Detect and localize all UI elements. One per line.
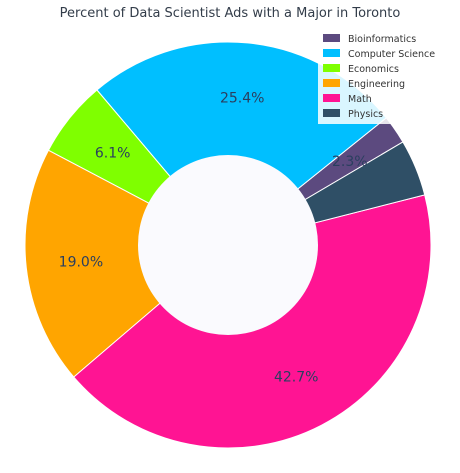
legend-label-physics: Physics — [348, 109, 383, 120]
slice-label-engineering: 19.0% — [59, 254, 103, 270]
legend-label-bioinformatics: Bioinformatics — [348, 34, 416, 45]
legend-swatch-economics — [323, 64, 340, 72]
legend-swatch-physics — [323, 109, 340, 117]
legend-label-computer-science: Computer Science — [348, 49, 435, 60]
legend-swatch-math — [323, 94, 340, 102]
legend-label-economics: Economics — [348, 64, 399, 75]
legend-swatch-bioinformatics — [323, 34, 340, 42]
legend: Bioinformatics Computer Science Economics E… — [318, 28, 448, 124]
donut-hole — [138, 155, 318, 335]
legend-swatch-computer-science — [323, 49, 340, 57]
legend-swatch-engineering — [323, 79, 340, 87]
slice-label-math: 42.7% — [274, 369, 318, 385]
legend-box — [318, 28, 448, 124]
slice-label-computer-science: 25.4% — [220, 91, 264, 107]
legend-label-engineering: Engineering — [348, 79, 405, 90]
legend-label-math: Math — [348, 94, 372, 105]
slice-label-economics: 6.1% — [95, 145, 131, 161]
slice-labels: 2.3% 25.4% 6.1% 19.0% 42.7% — [59, 91, 368, 386]
slice-label-bioinformatics: 2.3% — [332, 154, 368, 170]
pie-slice-engineering — [24, 149, 229, 378]
chart-title: Percent of Data Scientist Ads with a Maj… — [60, 6, 401, 21]
